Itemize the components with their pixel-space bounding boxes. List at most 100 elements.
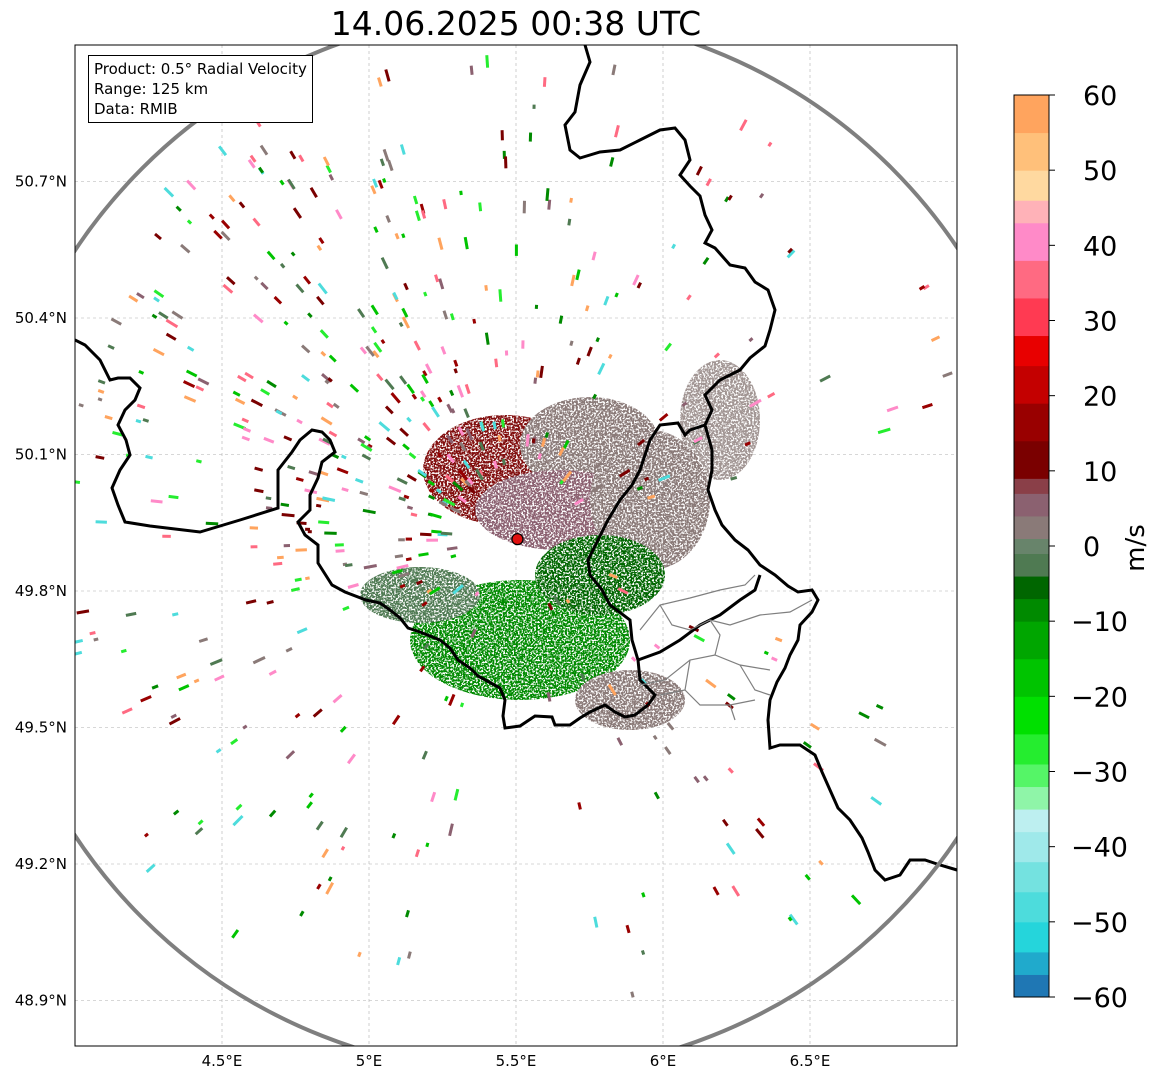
echo-streak	[265, 496, 272, 501]
inbound-echo-region	[360, 567, 480, 623]
echo-streak	[312, 708, 323, 718]
echo-streak	[406, 416, 412, 423]
longitude-tick-label: 6°E	[650, 1052, 677, 1070]
echo-streak	[359, 346, 368, 355]
echo-streak	[97, 379, 106, 385]
echo-streak	[339, 725, 347, 733]
echo-streak	[260, 281, 269, 291]
echo-streak	[592, 393, 598, 400]
colorbar-tick-labels: 60 50 40 30 20 10 0 −10 −20 −30 −40 −50 −60	[1049, 81, 1128, 1014]
echo-streak	[317, 282, 328, 295]
echo-streak	[357, 951, 362, 958]
echo-streak	[942, 371, 953, 378]
echo-streak	[379, 158, 386, 167]
latitude-tick-label: 50.7°N	[15, 173, 67, 191]
echo-streak	[97, 388, 105, 394]
echo-streak	[567, 218, 572, 226]
echo-streak	[377, 179, 384, 189]
product-info-box: Product: 0.5° Radial Velocity Range: 125…	[88, 55, 313, 123]
echo-streak	[107, 344, 115, 350]
echo-streak	[584, 305, 590, 312]
echo-streak	[446, 403, 454, 414]
echo-streak	[438, 278, 445, 290]
echo-streak	[195, 385, 205, 392]
echo-streak	[378, 421, 391, 432]
echo-streak	[420, 210, 427, 219]
near-zero-echo-region	[590, 430, 710, 570]
echo-streak	[176, 672, 187, 680]
range-line: Range: 125 km	[94, 80, 209, 98]
echo-streak	[726, 693, 736, 701]
echo-streak	[382, 148, 390, 162]
latitude-tick-label: 48.9°N	[15, 992, 67, 1010]
echo-streak	[145, 863, 156, 874]
echo-streak	[75, 650, 83, 656]
echo-streak	[140, 695, 152, 703]
echo-streak	[437, 396, 443, 403]
echo-streak	[658, 474, 671, 482]
echo-streak	[414, 210, 421, 222]
echo-streak	[35, 478, 46, 479]
echo-streak	[485, 55, 490, 68]
echo-streak	[652, 734, 658, 741]
echo-streak	[299, 910, 305, 917]
echo-streak	[727, 194, 733, 201]
echo-streak	[403, 494, 410, 500]
echo-streak	[290, 251, 296, 257]
echo-streak	[151, 684, 159, 690]
echo-streak	[396, 477, 408, 485]
echo-streak	[614, 292, 619, 298]
echo-streak	[401, 233, 406, 239]
echo-streak	[421, 601, 428, 607]
border-line	[563, 45, 777, 706]
latitude-tick-label: 50.4°N	[15, 309, 67, 327]
echo-streak	[484, 285, 488, 291]
colorbar-segment	[1014, 553, 1049, 577]
echo-streak	[165, 318, 179, 329]
echo-streak	[593, 916, 599, 928]
colorbar-segment	[1014, 222, 1049, 261]
echo-streak	[363, 564, 377, 570]
echo-streak	[182, 380, 196, 389]
echo-streak	[335, 209, 343, 220]
echo-streak	[727, 767, 734, 774]
colorbar-segment	[1014, 297, 1049, 337]
echo-streak	[97, 397, 103, 402]
echo-streak	[411, 393, 418, 400]
colorbar-segment	[1014, 621, 1049, 660]
echo-streak	[406, 474, 417, 482]
echo-streak	[266, 600, 274, 605]
echo-streak	[964, 355, 970, 357]
plot-frame	[74, 44, 958, 1047]
echo-streak	[446, 546, 458, 551]
echo-streak	[539, 365, 544, 379]
echo-streak	[459, 702, 465, 708]
colorbar-tick-label: 30	[1083, 307, 1117, 338]
echo-streak	[242, 724, 248, 730]
echo-streak	[222, 283, 234, 294]
echo-streak	[384, 69, 391, 82]
echo-streak	[401, 316, 411, 329]
echo-streak	[475, 468, 484, 481]
echo-streak	[442, 198, 448, 210]
echo-streak	[423, 642, 430, 650]
colorbar-segment	[1014, 786, 1049, 810]
echo-streak	[875, 704, 884, 710]
echo-streak	[185, 369, 198, 378]
colorbar-segment	[1014, 951, 1049, 975]
echo-streak	[730, 475, 738, 481]
colorbar-segment	[1014, 974, 1049, 998]
echo-streak	[617, 587, 629, 595]
map-gridlines	[75, 45, 957, 1046]
echo-streak	[449, 313, 455, 321]
echo-streak	[474, 591, 480, 597]
echo-streak	[170, 713, 178, 719]
echo-streak	[558, 315, 564, 324]
echo-streak	[370, 326, 378, 334]
echo-streak	[437, 237, 444, 250]
echo-streak	[382, 178, 387, 184]
echo-streak	[152, 347, 165, 357]
echo-streak	[193, 678, 200, 684]
echo-streak	[342, 605, 350, 611]
